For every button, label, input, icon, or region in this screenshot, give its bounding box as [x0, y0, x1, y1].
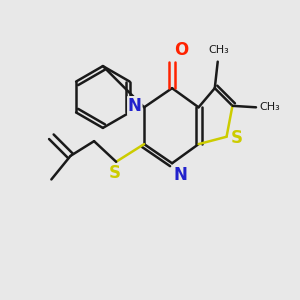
- Text: N: N: [128, 97, 142, 115]
- Text: CH₃: CH₃: [260, 102, 280, 112]
- Text: S: S: [231, 129, 243, 147]
- Text: N: N: [174, 166, 188, 184]
- Text: N: N: [174, 166, 188, 184]
- Text: S: S: [231, 129, 243, 147]
- Text: O: O: [174, 41, 189, 59]
- Text: CH₃: CH₃: [209, 45, 230, 55]
- Text: N: N: [128, 97, 142, 115]
- Text: O: O: [174, 41, 189, 59]
- Text: S: S: [109, 164, 121, 182]
- Text: S: S: [109, 164, 121, 182]
